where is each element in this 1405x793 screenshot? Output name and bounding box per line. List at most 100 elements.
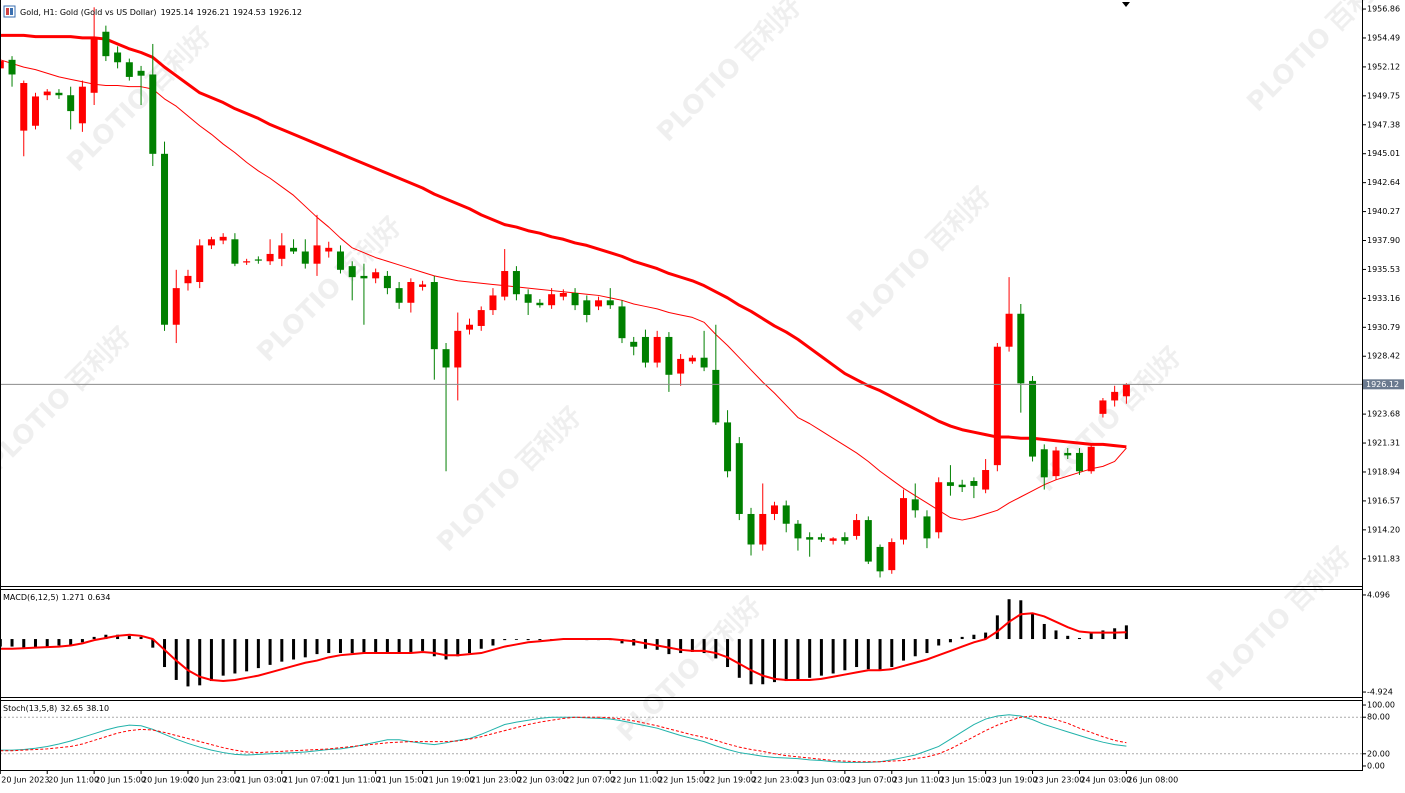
macd-bar [831,639,835,674]
macd-bar [268,639,272,665]
x-tick-label: 22 Jun 03:00 [517,776,568,785]
candle-body [618,306,626,339]
x-tick-label: 21 Jun 11:00 [330,776,381,785]
macd-bar [209,639,213,682]
candle-body [1017,313,1025,384]
candle-body [348,266,356,278]
macd-bar [256,639,260,669]
macd-bar [526,639,530,641]
macd-bar [690,639,694,652]
candle-body [466,324,473,330]
header-close: 1926.12 [269,8,302,17]
y-tick-label: 1940.27 [1367,207,1400,216]
y-tick-label: 1949.75 [1367,91,1400,100]
macd-bar [679,639,683,654]
x-tick-label: 23 Jun 23:00 [1034,776,1085,785]
macd-bar [444,639,448,660]
macd-bar [116,634,120,640]
macd-bar [1101,630,1105,640]
candle-body [454,330,462,368]
candle-body [125,62,133,77]
candle-body [419,284,427,287]
macd-bar [432,639,436,657]
x-tick-label: 26 Jun 08:00 [1127,776,1178,785]
candle-body [1087,446,1095,472]
candle-body [1122,384,1130,397]
x-tick-label: 20 Jun 19:00 [142,776,193,785]
macd-bar [913,639,917,657]
candle-body [888,542,896,571]
macd-bar [327,639,331,654]
macd-bar [972,634,976,640]
candle-body [102,31,110,57]
macd-bar [784,639,788,682]
candle-body [90,37,98,93]
y-tick-label: 0.00 [1367,761,1385,770]
x-tick-label: 23 Jun 11:00 [893,776,944,785]
x-tick-label: 23 Jun 15:00 [940,776,991,785]
macd-bar [292,639,296,660]
moving-average [0,33,1127,449]
macd-bar [350,639,354,654]
macd-bar [726,639,730,668]
macd-bar [620,639,624,644]
y-tick-label: 1942.64 [1367,178,1400,187]
candle-body [301,251,309,264]
macd-bar [233,639,237,674]
candle-body [442,349,450,368]
x-tick-label: 22 Jun 19:00 [705,776,756,785]
y-tick-label: 1921.31 [1367,439,1400,448]
x-tick-label: 22 Jun 23:00 [752,776,803,785]
macd-bar [1054,630,1058,640]
macd-bar [1019,600,1023,640]
macd-bar [925,639,929,654]
macd-bar [796,639,800,680]
candle-body [266,253,274,262]
candle-body [231,239,239,264]
macd-bar [1089,632,1093,640]
stoch-signal-value: 38.10 [86,704,109,713]
macd-bar [503,639,507,641]
macd-bar [514,639,518,640]
macd-bar [866,639,870,670]
macd-bar [808,639,812,678]
candle-body [641,336,649,363]
macd-bar [479,639,483,649]
macd-bar [1007,599,1011,640]
candle-body [207,239,215,246]
header-open: 1925.14 [161,8,194,17]
macd-bar [737,639,741,678]
macd-bar [280,639,284,662]
candle-body [524,294,532,303]
candle-body [395,288,403,303]
candle-body [149,74,157,154]
candle-body [78,86,86,124]
macd-bar [960,636,964,640]
macd-bar [303,639,307,658]
macd-bar [855,639,859,668]
macd-bar [385,639,389,652]
stoch-main-value: 32.65 [60,704,83,713]
y-tick-label: 1935.53 [1367,265,1400,274]
shift-marker [1122,2,1130,7]
macd-bar [456,639,460,657]
header-high: 1926.21 [197,8,230,17]
y-tick-label: 1952.12 [1367,62,1400,71]
macd-bar [878,639,882,671]
macd-bar [69,639,73,646]
stoch-title: Stoch(13,5,8) [3,704,57,713]
candle-body [993,346,1001,466]
candle-body [876,546,884,572]
y-tick-label: 100.00 [1367,701,1395,710]
candle-body [196,245,204,283]
macd-bar [221,639,225,676]
candle-body [559,293,567,297]
macd-signal [0,612,1127,683]
macd-bar [902,639,906,661]
candle-body [735,443,743,514]
candle-body [360,275,368,279]
macd-bar [362,639,366,654]
y-tick-label: 1916.57 [1367,496,1400,505]
chart-header: Gold, H1: Gold (Gold vs US Dollar) 1925.1… [20,8,302,17]
candle-body [0,61,4,69]
